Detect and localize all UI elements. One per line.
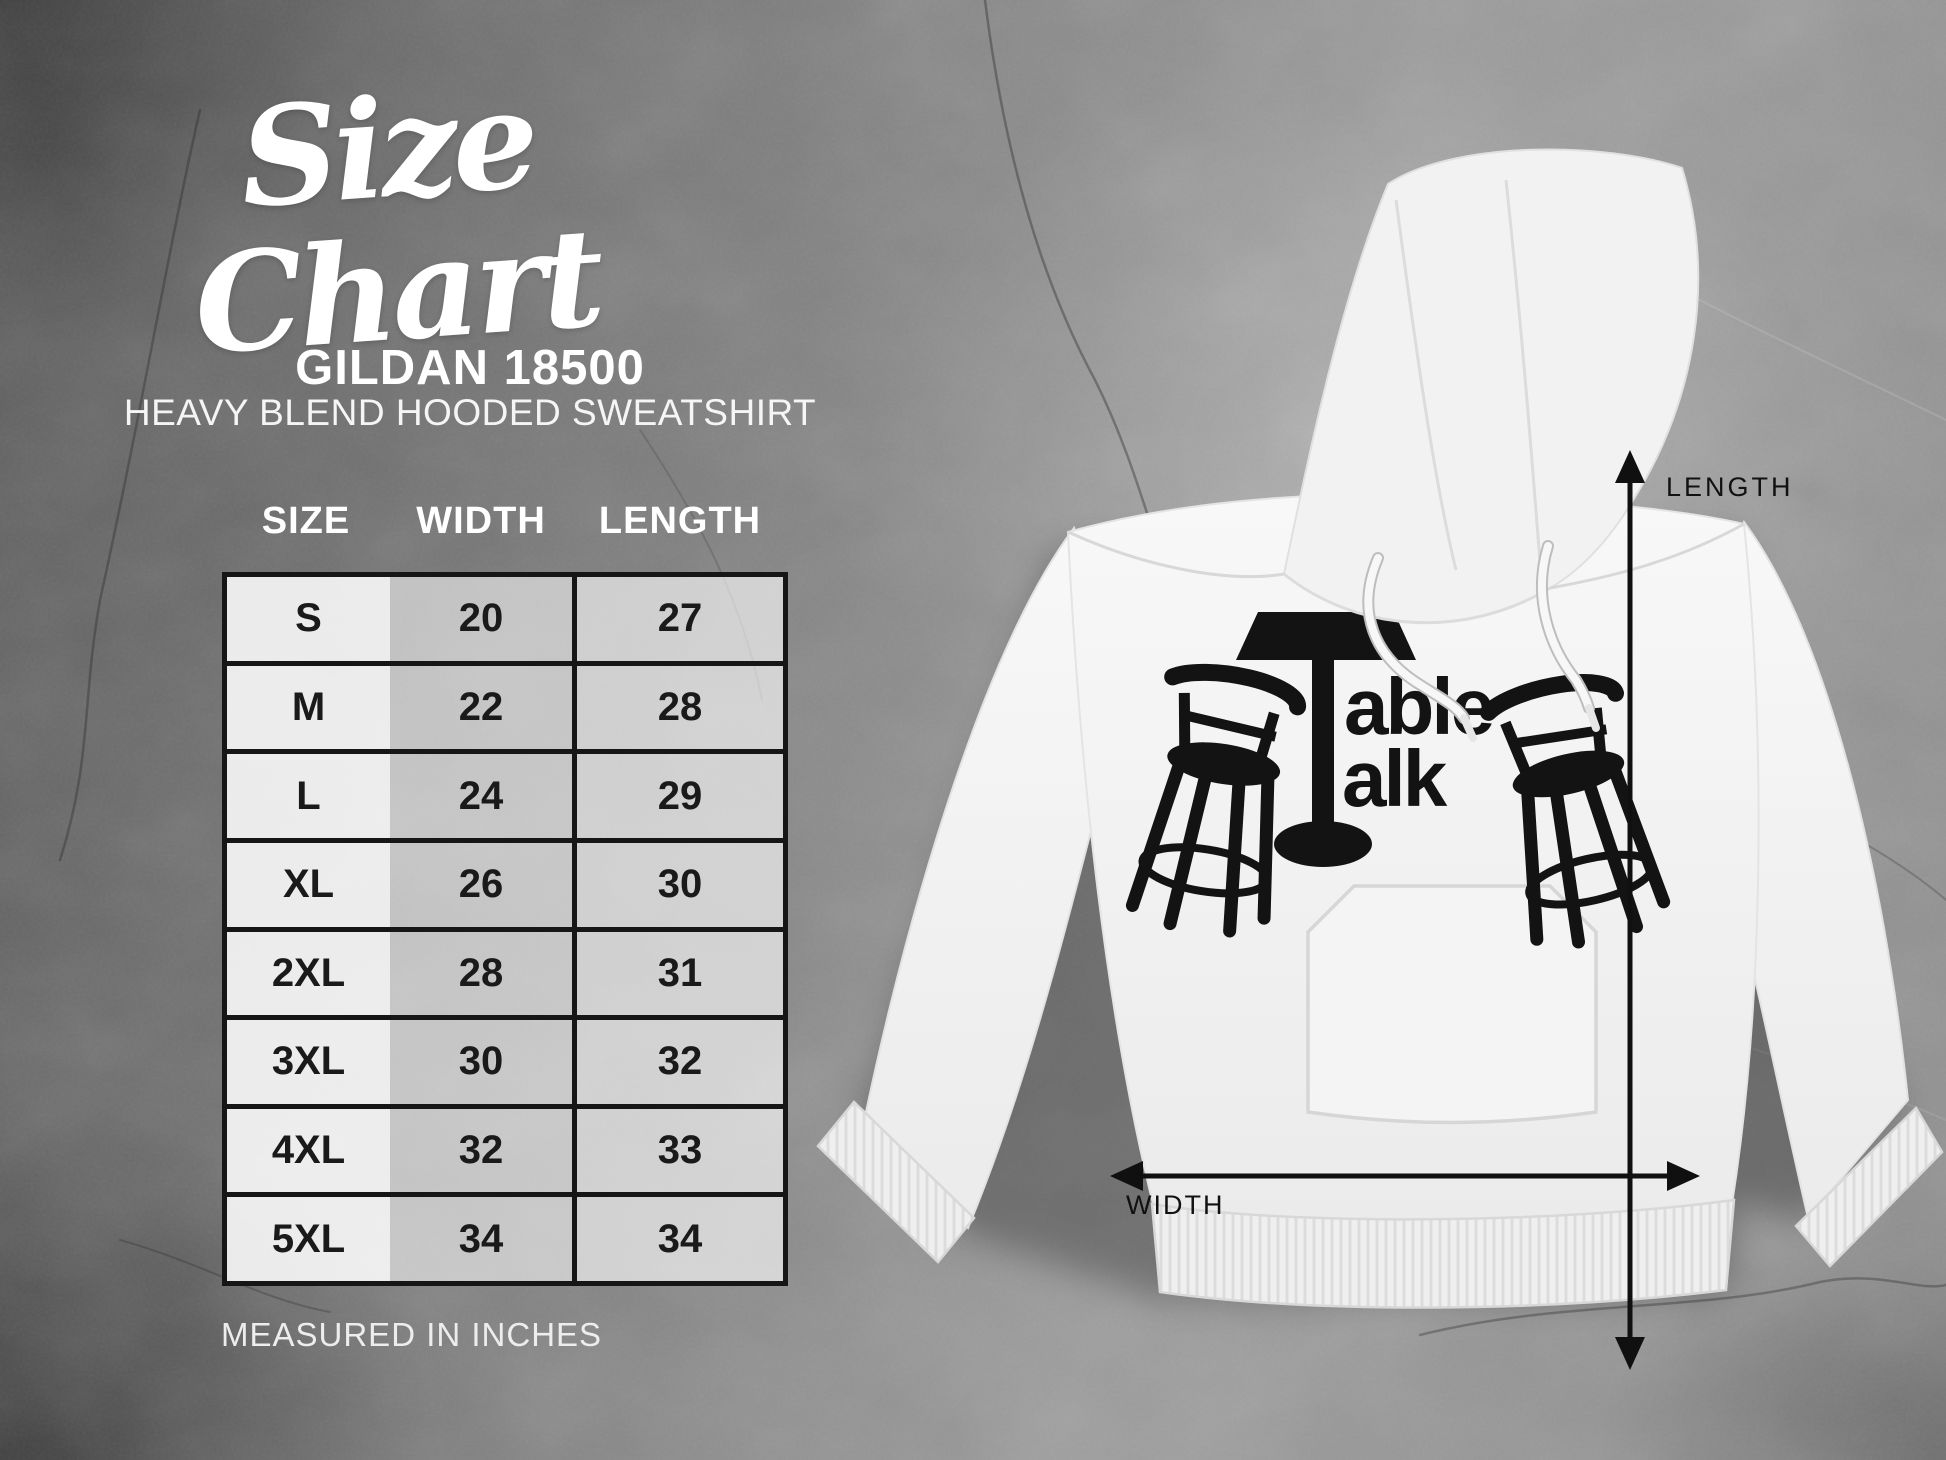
table-row: 4XL 32 33 [227,1108,783,1198]
size-cell: L [227,754,390,838]
size-cell: 3XL [227,1020,390,1104]
length-cell: 32 [572,1020,783,1104]
size-cell: XL [227,842,390,927]
product-description: HEAVY BLEND HOODED SWEATSHIRT [123,392,817,433]
table-row: M 22 28 [227,665,783,755]
size-cell: 5XL [227,1197,390,1281]
length-cell: 29 [572,754,783,838]
table-row: L 24 29 [227,754,783,843]
units-footnote: MEASURED IN INCHES [221,1316,603,1353]
width-cell: 28 [390,931,572,1016]
size-table: S 20 27 M 22 28 L 24 29 XL 26 30 2XL 28 … [222,572,788,1286]
width-cell: 34 [390,1197,572,1281]
hoodie-mockup: able alk [816,148,1944,1370]
table-row: 3XL 30 32 [227,1020,783,1109]
kangaroo-pocket [1306,884,1598,1125]
size-cell: 2XL [227,931,390,1016]
size-cell: M [227,665,390,750]
length-cell: 34 [572,1197,783,1281]
table-row: 2XL 28 31 [227,931,783,1021]
table-row: XL 26 30 [227,842,783,932]
length-cell: 30 [572,842,783,927]
column-header-width: WIDTH [416,500,546,542]
length-cell: 27 [572,577,783,661]
length-arrowhead-bottom [1615,1337,1645,1370]
column-header-length: LENGTH [598,500,762,542]
size-cell: S [227,577,390,661]
length-cell: 33 [572,1108,783,1193]
product-name: GILDAN 18500 [295,341,645,395]
length-cell: 31 [572,931,783,1016]
width-cell: 26 [390,842,572,927]
design-table-base [1274,821,1372,867]
table-row: S 20 27 [227,577,783,666]
size-cell: 4XL [227,1108,390,1193]
size-table-header: SIZE WIDTH LENGTH [222,500,788,543]
length-label: LENGTH [1666,472,1794,502]
width-cell: 24 [390,754,572,838]
width-cell: 30 [390,1020,572,1104]
width-cell: 22 [390,665,572,750]
page-title: Size Chart [189,59,605,386]
width-cell: 20 [390,577,572,661]
column-header-size: SIZE [261,500,351,542]
table-row: 5XL 34 34 [227,1197,783,1281]
design-table-stem [1312,656,1334,842]
width-cell: 32 [390,1108,572,1193]
design-word-alk: alk [1342,734,1448,823]
length-cell: 28 [572,665,783,750]
width-label: WIDTH [1126,1190,1224,1220]
